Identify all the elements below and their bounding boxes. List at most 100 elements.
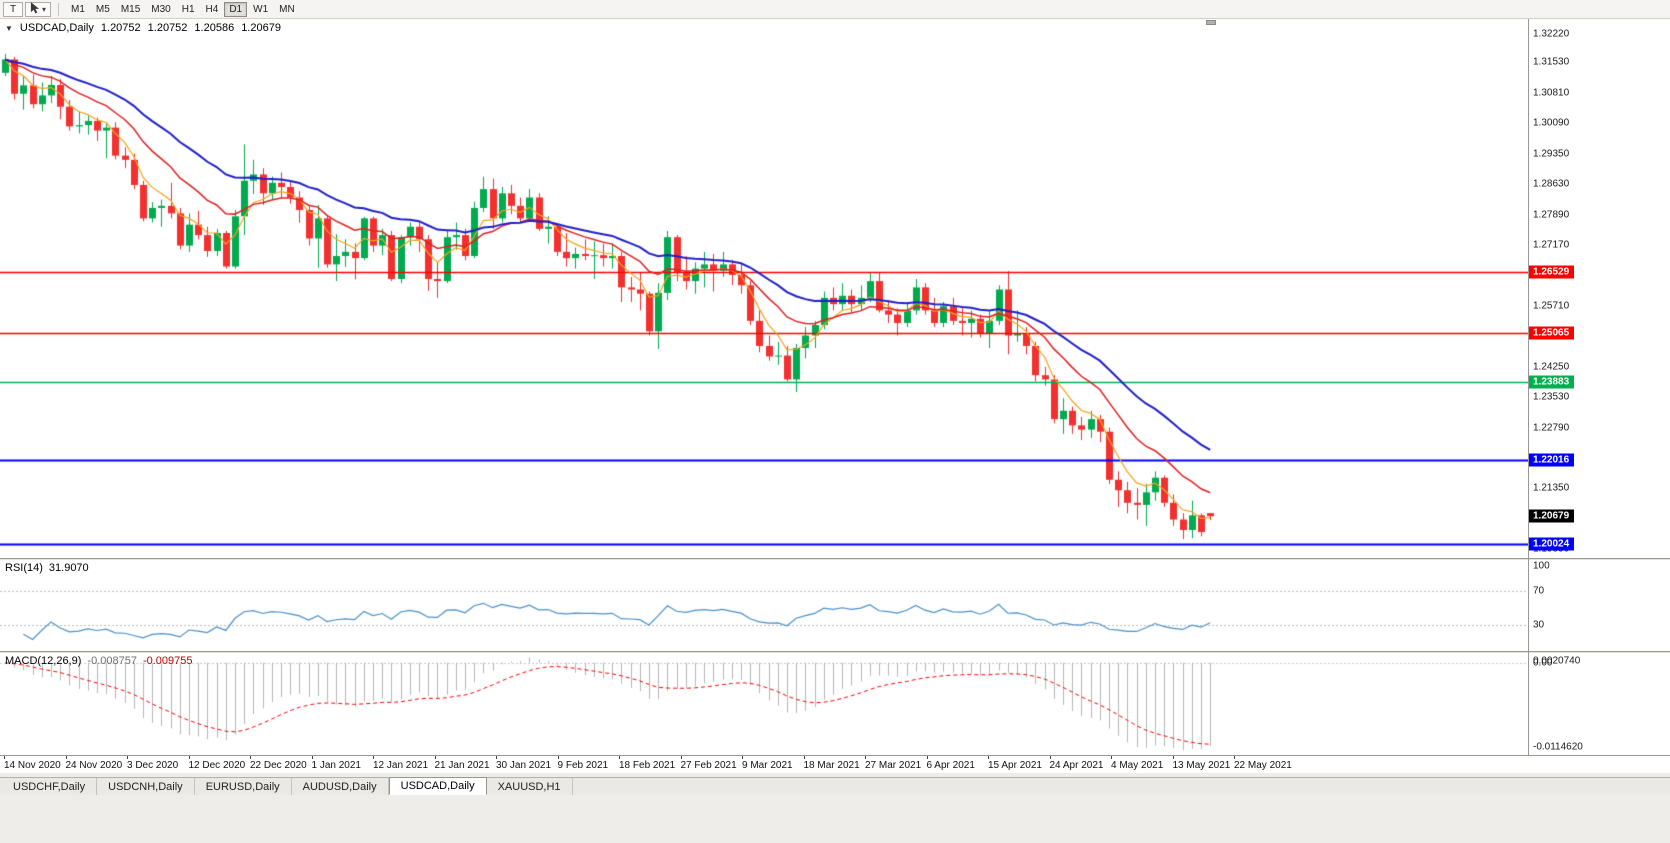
date-axis-label: 9 Mar 2021 [742,760,793,771]
timeframe-button-m1[interactable]: M1 [71,3,85,15]
hline-price-tag: 1.22016 [1529,453,1575,467]
chart-shift-marker[interactable] [1206,20,1216,25]
date-axis-tick [742,756,743,759]
date-axis-tick [865,756,866,759]
rsi-axis-label: 30 [1533,619,1545,631]
date-axis-label: 1 Jan 2021 [311,760,362,771]
date-axis-tick [127,756,128,759]
date-axis-label: 21 Jan 2021 [434,760,490,771]
date-axis-tick [434,756,436,759]
ohlc-close: 1.20679 [241,22,281,34]
date-axis-tick [680,756,682,759]
date-axis-label: 22 Dec 2020 [250,760,307,771]
timeframe-button-d1[interactable]: D1 [224,1,248,17]
price-axis-label: 1.22790 [1533,422,1570,434]
hline-price-tag: 1.20024 [1529,537,1575,551]
timeframe-button-group: M1 M5 M15 M30 H1 H4 D1 W1 MN [66,1,300,17]
chart-tab-usdchf-daily[interactable]: USDCHF,Daily [2,778,98,795]
chart-toolbar: T ▾ M1 M5 M15 M30 H1 H4 D1 W1 MN [0,0,1670,19]
date-axis-label: 15 Apr 2021 [988,760,1042,771]
date-axis-tick [926,756,928,759]
date-axis-tick [188,756,190,759]
macd-label: MACD(12,26,9) -0.008757 -0.009755 [5,655,193,667]
chart-tab-xauusd-h1[interactable]: XAUUSD,H1 [487,778,573,795]
rsi-indicator-canvas[interactable] [0,560,1528,651]
date-axis-label: 9 Feb 2021 [557,760,609,771]
date-axis-label: 27 Feb 2021 [680,760,737,771]
timeframe-button-m30[interactable]: M30 [151,3,171,15]
chart-window: ▼ USDCAD,Daily 1.20752 1.20752 1.20586 1… [0,19,1670,773]
price-axis-label: 1.21350 [1533,482,1570,494]
date-axis-tick [803,756,805,759]
chart-tab-usdcnh-daily[interactable]: USDCNH,Daily [97,778,195,795]
date-axis-label: 6 Apr 2021 [926,760,975,771]
timeframe-button-h1[interactable]: H1 [181,3,195,15]
rsi-value: 31.9070 [48,562,89,574]
price-axis-label: 1.28630 [1533,178,1570,190]
date-axis-tick [988,756,989,759]
text-tool-button[interactable]: T [3,1,23,17]
date-axis-label: 4 May 2021 [1111,760,1164,771]
macd-value-main: -0.008757 [87,655,137,667]
rsi-name: RSI(14) [5,562,43,574]
ohlc-open: 1.20752 [100,22,141,34]
price-axis-label: 1.30090 [1533,117,1570,129]
timeframe-button-w1[interactable]: W1 [253,3,269,15]
price-axis-label: 1.23530 [1533,391,1570,403]
date-axis-label: 12 Jan 2021 [373,760,429,771]
macd-axis-label: 0.0020740 [1533,655,1581,667]
hline-price-tag: 1.26529 [1529,265,1575,279]
timeframe-button-m5[interactable]: M5 [95,3,110,15]
price-axis-label: 1.25710 [1533,300,1570,312]
date-axis-tick [1049,756,1051,759]
date-axis-label: 18 Mar 2021 [803,760,860,771]
date-axis-label: 14 Nov 2020 [4,760,61,771]
date-axis-label: 24 Apr 2021 [1049,760,1104,771]
rsi-label: RSI(14) 31.9070 [5,562,89,574]
chart-tab-audusd-daily[interactable]: AUDUSD,Daily [292,778,389,795]
price-axis-label: 1.31530 [1533,56,1570,68]
macd-axis-label: 0.00 [1533,657,1553,669]
current-price-tag: 1.20679 [1529,509,1575,523]
date-axis-label: 24 Nov 2020 [65,760,123,771]
date-axis-label: 12 Dec 2020 [188,760,246,771]
ohlc-high: 1.20752 [147,22,188,34]
axis-border [1528,19,1529,755]
date-axis-tick [619,756,620,759]
macd-axis-label: -0.0114620 [1533,741,1583,753]
price-axis-label: 1.27170 [1533,239,1570,251]
macd-indicator-canvas[interactable] [0,653,1528,755]
chart-dropdown-arrow-icon[interactable]: ▼ [5,23,13,33]
date-axis[interactable]: 14 Nov 2020 24 Nov 2020 3 Dec 2020 12 Dec 2… [0,755,1670,773]
hline-price-tag: 1.23883 [1529,375,1575,389]
chart-tab-eurusd-daily[interactable]: EURUSD,Daily [195,778,292,795]
price-axis-label: 1.27890 [1533,209,1570,221]
price-chart-canvas[interactable] [0,26,1528,558]
hline-price-tag: 1.25065 [1529,326,1575,340]
macd-value-signal: -0.009755 [142,655,193,667]
date-axis-tick [65,756,67,759]
price-axis[interactable]: 1.32220 1.31530 1.30810 1.30090 1.29350 1.286… [1529,19,1670,755]
date-axis-tick [311,756,313,759]
price-axis-label: 1.30810 [1533,87,1570,98]
date-axis-tick [1111,756,1112,759]
date-axis-tick [557,756,559,759]
date-axis-tick [4,756,5,759]
chart-symbol-label: USDCAD,Daily [19,22,94,34]
pointer-tool-button[interactable]: ▾ [25,1,52,17]
timeframe-button-h4[interactable]: H4 [205,3,219,15]
date-axis-tick [250,756,251,759]
date-axis-label: 22 May 2021 [1234,760,1292,771]
dropdown-arrow-icon: ▾ [42,4,47,14]
panel-splitter[interactable] [0,558,1670,560]
panel-splitter[interactable] [0,651,1670,653]
chart-tab-bar: USDCHF,Daily USDCNH,Daily EURUSD,Daily AUDU… [0,777,1670,795]
ohlc-low: 1.20586 [194,22,235,34]
timeframe-button-mn[interactable]: MN [279,3,295,15]
price-axis-label: 1.29350 [1533,148,1570,160]
timeframe-button-m15[interactable]: M15 [120,3,141,15]
price-axis-label: 1.32220 [1533,28,1570,40]
chart-title: ▼ USDCAD,Daily 1.20752 1.20752 1.20586 1… [5,22,281,34]
chart-tab-usdcad-daily[interactable]: USDCAD,Daily [388,777,487,795]
